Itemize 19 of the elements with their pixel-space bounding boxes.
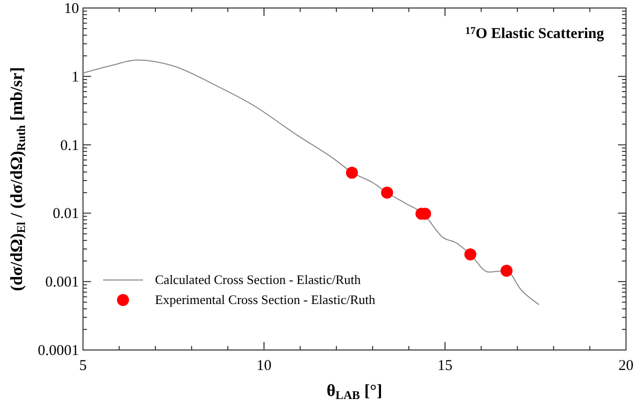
text: $^{17}$O Elastic Scattering xyxy=(465,26,604,42)
y-tick-label: 0.01 xyxy=(52,206,79,222)
y-tick-label: 0.001 xyxy=(45,274,79,291)
point xyxy=(464,248,476,260)
y-tick-label: 0.1 xyxy=(60,138,79,154)
legend-label: Calculated Cross Section - Elastic/Ruth xyxy=(155,272,362,287)
point xyxy=(381,186,394,199)
x-tick-label: 5 xyxy=(79,358,87,374)
y-tick-label: 0.0001 xyxy=(38,343,79,359)
x-tick-label: 15 xyxy=(438,358,452,374)
x-tick-label: 10 xyxy=(256,358,272,374)
x-tick-label: 20 xyxy=(618,358,634,374)
y-tick-label: 10 xyxy=(64,1,79,17)
y-tick-label: 1 xyxy=(72,69,79,86)
point xyxy=(346,166,358,179)
legend-label: Experimental Cross Section - Elastic/Ruth xyxy=(155,292,376,307)
point xyxy=(500,264,513,277)
line-series xyxy=(82,59,540,306)
x-axis-title: θ$_{LAB}$ [°] xyxy=(326,381,382,402)
